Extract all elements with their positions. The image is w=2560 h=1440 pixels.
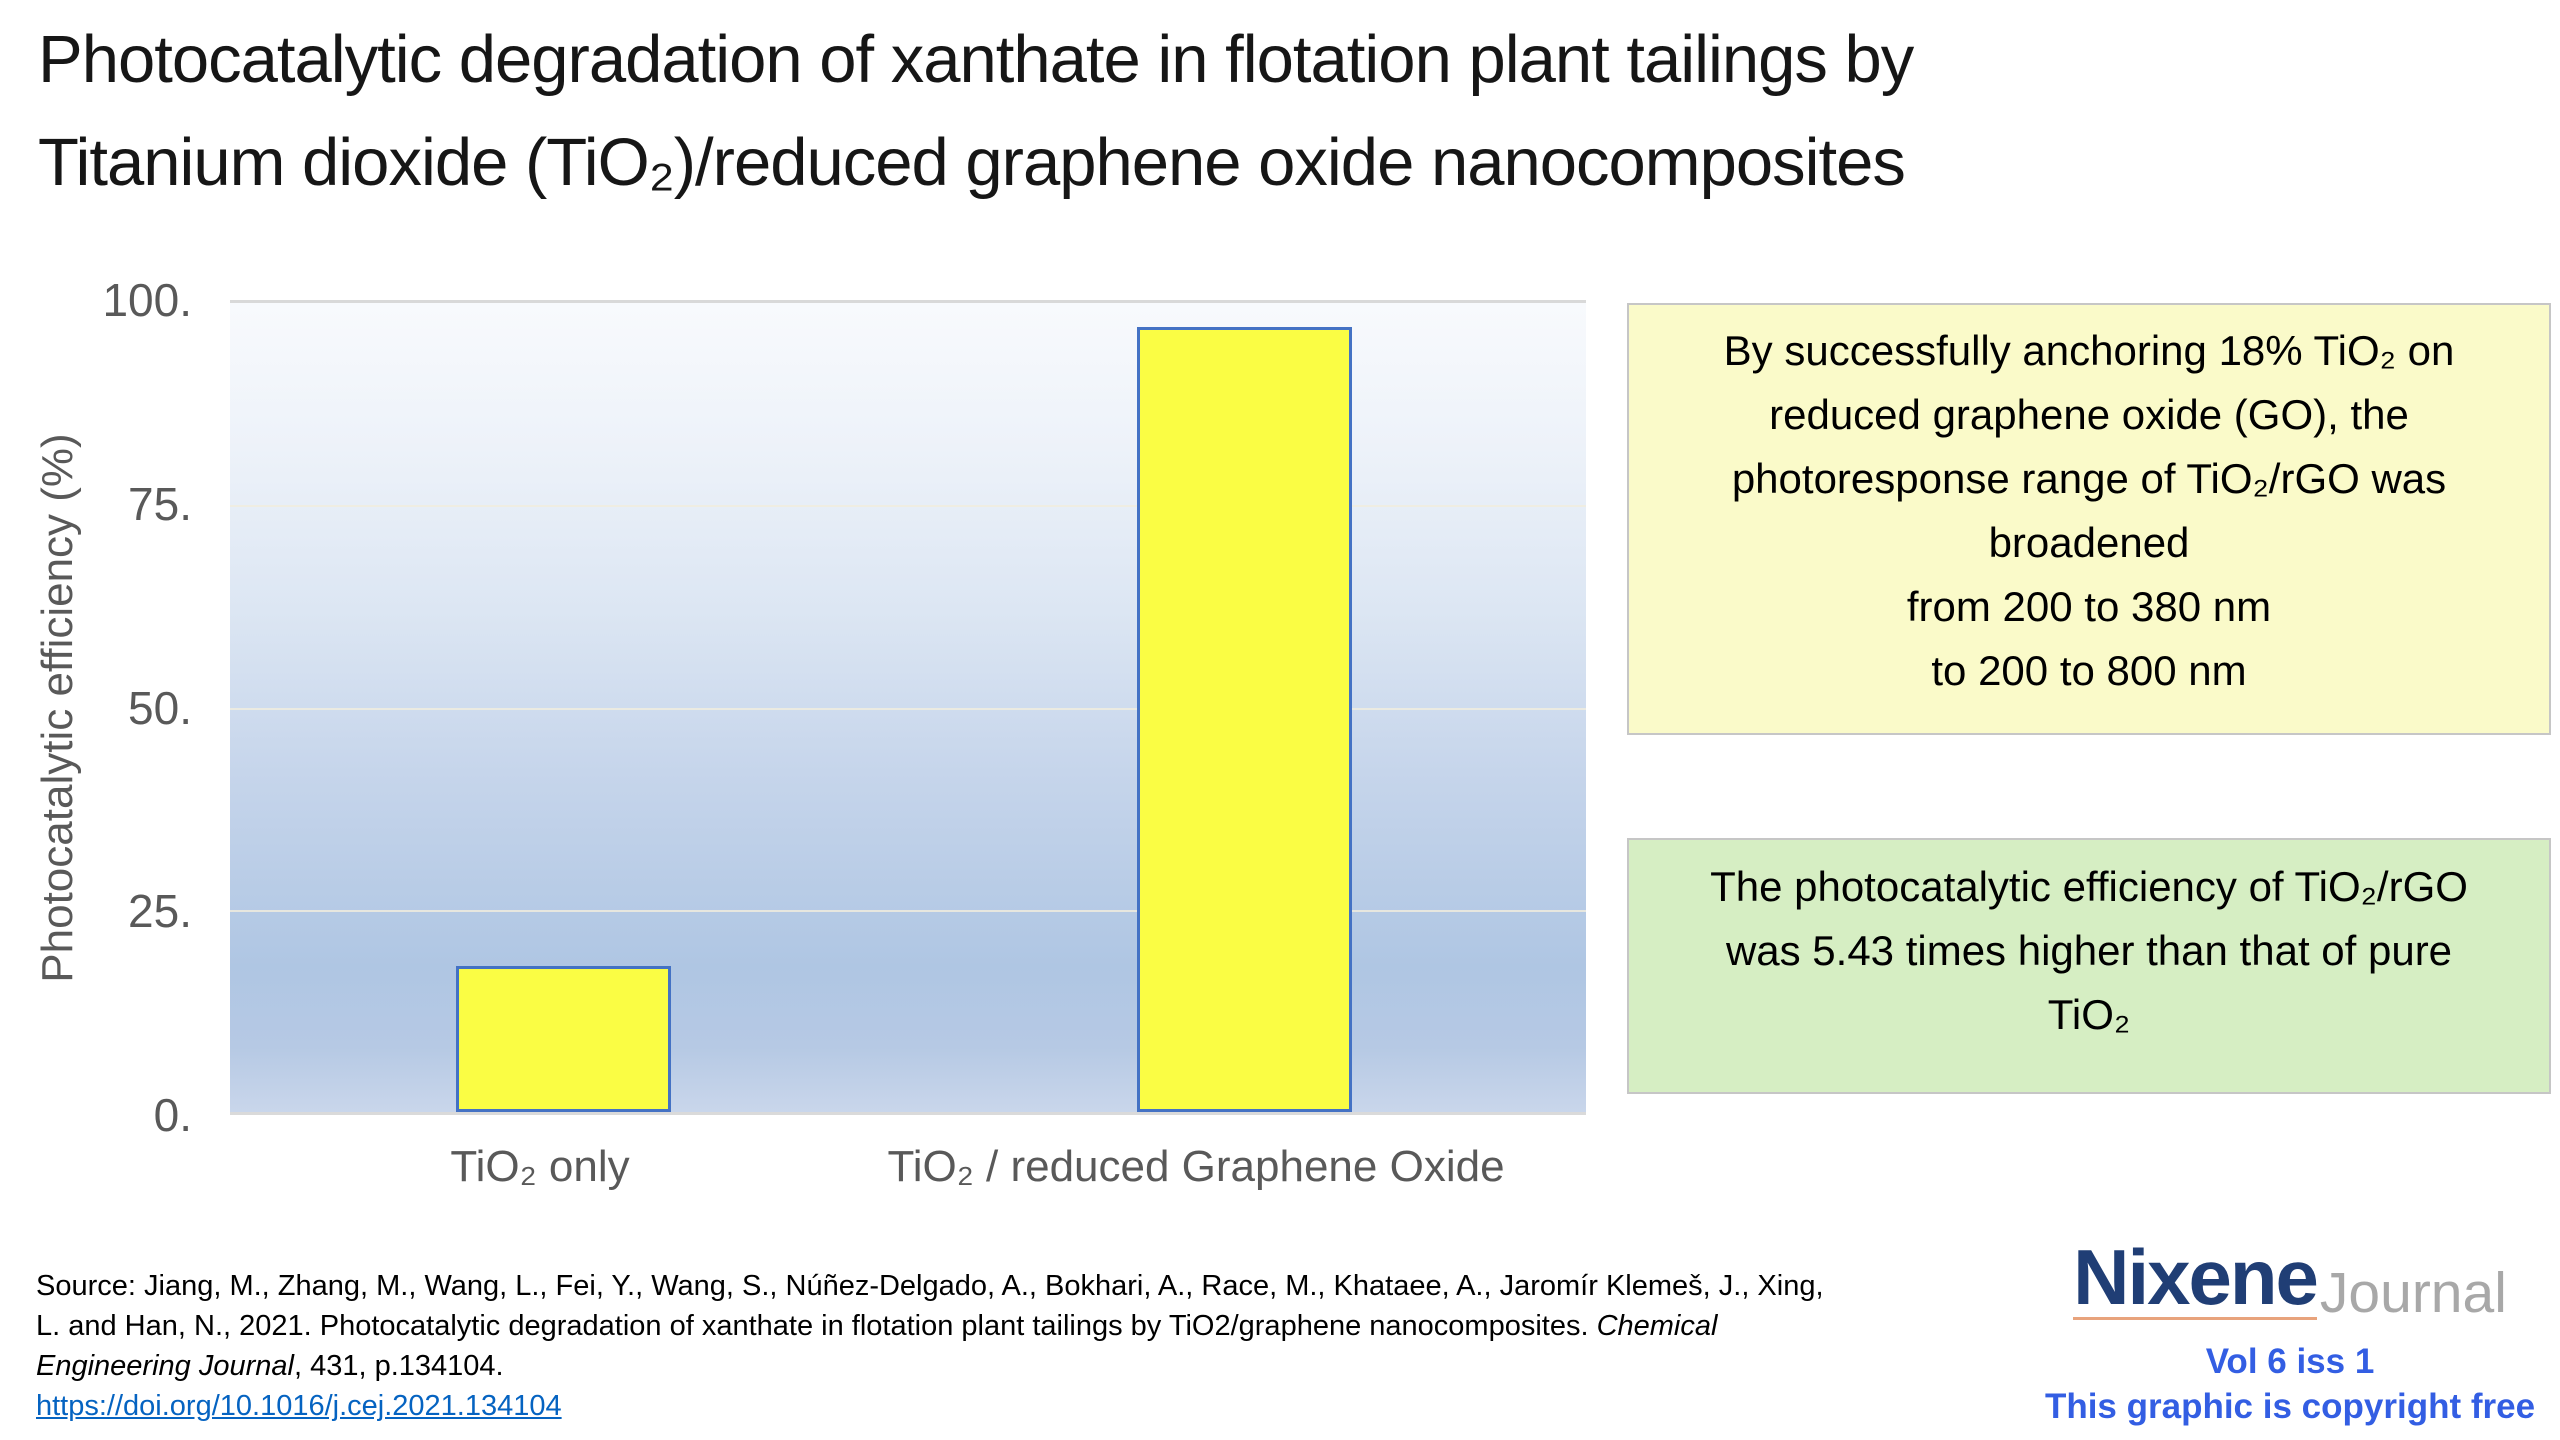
page-title: Photocatalytic degradation of xanthate i… xyxy=(38,8,1914,214)
doi-link[interactable]: https://doi.org/10.1016/j.cej.2021.13410… xyxy=(36,1390,562,1422)
journal-branding: Nixene Journal Vol 6 iss 1 This graphic … xyxy=(2035,1238,2545,1427)
gridline-75 xyxy=(230,505,1586,508)
page-title-line2: Titanium dioxide (TiO₂)/reduced graphene… xyxy=(38,125,1906,200)
bar-tio2-rgo xyxy=(1137,327,1352,1112)
callout-line: broadened xyxy=(1988,519,2190,566)
y-tick-50: 50. xyxy=(128,682,192,734)
callout-line: TiO₂ xyxy=(2047,991,2131,1038)
callout-line: to 200 to 800 nm xyxy=(1931,647,2247,694)
callout-photoresponse: By successfully anchoring 18% TiO₂ on re… xyxy=(1627,303,2551,735)
bar-chart: Photocatalytic efficiency (%) 100. 75. 5… xyxy=(0,274,1620,1220)
callout-efficiency: The photocatalytic efficiency of TiO₂/rG… xyxy=(1627,838,2551,1094)
copyright-free-label: This graphic is copyright free xyxy=(2044,1387,2536,1426)
source-line2: L. and Han, N., 2021. Photocatalytic deg… xyxy=(36,1310,1718,1342)
x-label-tio2-only: TiO₂ only xyxy=(450,1142,630,1191)
volume-issue-label: Vol 6 iss 1 xyxy=(2205,1342,2375,1381)
source-line1: Source: Jiang, M., Zhang, M., Wang, L., … xyxy=(36,1270,1824,1302)
y-tick-100: 100. xyxy=(102,274,192,326)
logo-journal-text: Journal xyxy=(2319,1261,2507,1325)
nixene-journal-logo: Nixene Journal xyxy=(2035,1233,2545,1325)
y-tick-25: 25. xyxy=(128,885,192,937)
callout-line: was 5.43 times higher than that of pure xyxy=(1725,927,2453,974)
source-citation: Source: Jiang, M., Zhang, M., Wang, L., … xyxy=(36,1266,1836,1426)
page-title-line1: Photocatalytic degradation of xanthate i… xyxy=(38,22,1914,97)
callout-line: The photocatalytic efficiency of TiO₂/rG… xyxy=(1710,863,2468,910)
callout-line: reduced graphene oxide (GO), the xyxy=(1769,391,2409,438)
gridline-50 xyxy=(230,707,1586,710)
bar-tio2-only xyxy=(456,966,671,1112)
logo-nixene-text: Nixene xyxy=(2073,1233,2319,1321)
gridline-25 xyxy=(230,909,1586,912)
plot-area xyxy=(230,300,1586,1115)
callout-line: By successfully anchoring 18% TiO₂ on xyxy=(1723,327,2455,374)
callout-line: from 200 to 380 nm xyxy=(1906,583,2272,630)
x-label-tio2-rgo: TiO₂ / reduced Graphene Oxide xyxy=(887,1142,1505,1191)
y-tick-75: 75. xyxy=(128,478,192,530)
callout-line: photoresponse range of TiO₂/rGO was xyxy=(1731,455,2447,502)
source-line3: Engineering Journal, 431, p.134104. xyxy=(36,1350,504,1382)
y-tick-0: 0. xyxy=(153,1089,192,1141)
source-link-row: https://doi.org/10.1016/j.cej.2021.13410… xyxy=(36,1386,1836,1426)
